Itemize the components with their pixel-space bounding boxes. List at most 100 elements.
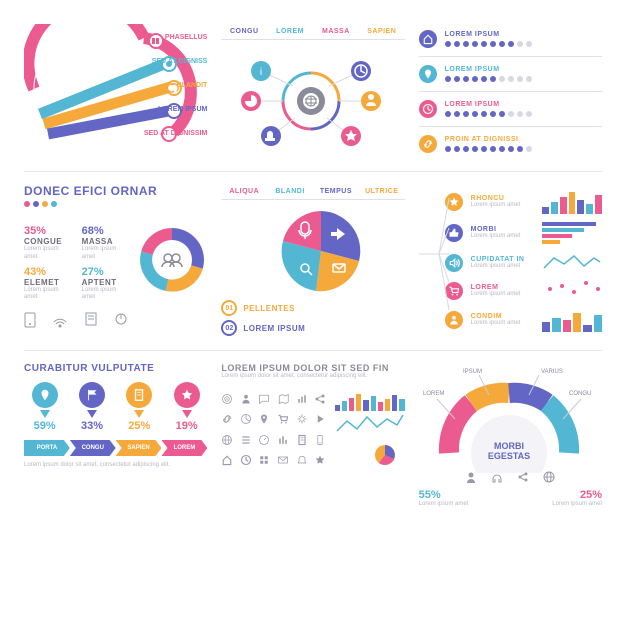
donut-title: DONEC EFICI ORNAR xyxy=(24,184,207,198)
chat-icon xyxy=(258,393,270,405)
list-icon xyxy=(240,434,252,446)
swoosh-label-0: PHASELLUS xyxy=(165,34,207,41)
markers-desc: Lorem ipsum dolor sit amet, consectetur … xyxy=(24,462,207,470)
gpct-1: 25 xyxy=(580,489,592,501)
dotlist-row-2: LOREM IPSUM xyxy=(419,100,602,118)
dotlist-label-2: LOREM IPSUM xyxy=(445,101,602,108)
star-icon xyxy=(174,382,200,408)
globe-icon xyxy=(543,471,555,483)
step-01: 01 xyxy=(221,300,237,316)
dotlist-label-1: LOREM IPSUM xyxy=(445,66,602,73)
clock-icon xyxy=(240,454,252,466)
marker-pct-1: 33% xyxy=(71,420,112,432)
svg-text:i: i xyxy=(260,67,262,78)
marker-pct-0: 59% xyxy=(24,420,65,432)
dotlist-row-3: PROIN AT DIGNISSI xyxy=(419,135,602,153)
divider-1 xyxy=(24,171,602,172)
mini-bars xyxy=(335,387,405,411)
pct-2: 43 xyxy=(24,266,36,278)
hub-tab-0[interactable]: CONGU xyxy=(221,24,267,39)
mini-pie xyxy=(335,443,405,467)
branch-lines xyxy=(419,184,599,324)
plbl-0: CONGUE xyxy=(24,237,72,246)
p5-tab-1[interactable]: BLANDI xyxy=(267,184,313,199)
pin-icon xyxy=(419,65,437,83)
phone-icon xyxy=(314,434,326,446)
arrow-tab-0[interactable]: PORTA xyxy=(24,440,70,456)
plbl-1: MASSA xyxy=(82,237,130,246)
plbl-3: APTENT xyxy=(82,278,130,287)
person-icon xyxy=(240,393,252,405)
pct-0: 35 xyxy=(24,225,36,237)
donut-legend-dots xyxy=(24,201,207,207)
dial-icon xyxy=(258,434,270,446)
pct-1: 68 xyxy=(82,225,94,237)
link-icon xyxy=(221,413,233,425)
divider-2 xyxy=(24,350,602,351)
dotlist-dots-0 xyxy=(445,41,602,47)
plbl-2: ELEMET xyxy=(24,278,72,287)
share-icon xyxy=(314,393,326,405)
gauge-panel: MORBI EGESTAS LOREM IPSUM VARIUS CONGU 5… xyxy=(419,363,602,503)
share-icon xyxy=(517,471,529,483)
dotlist-panel: LOREM IPSUM LOREM IPSUM LOREM IPSUM PROI… xyxy=(419,24,602,159)
headset-icon xyxy=(491,471,503,483)
mini-line xyxy=(335,411,405,441)
marker-pct-3: 19% xyxy=(166,420,207,432)
arrow-tab-2[interactable]: SAPIEN xyxy=(116,440,162,456)
dotlist-label-3: PROIN AT DIGNISSI xyxy=(445,136,602,143)
home-icon xyxy=(221,454,233,466)
pie-chart xyxy=(221,206,401,306)
chart-icon xyxy=(296,393,308,405)
power-icon xyxy=(114,312,128,326)
step-02: 02 xyxy=(221,320,237,336)
swoosh-label-3: LOREM IPSUM xyxy=(158,106,207,113)
gauge-svg: MORBI EGESTAS LOREM IPSUM VARIUS CONGU xyxy=(419,363,599,473)
donut-panel: DONEC EFICI ORNAR 35%CONGUELorem ipsum a… xyxy=(24,184,207,338)
hub-tab-2[interactable]: MASSA xyxy=(313,24,359,39)
p8-title: LOREM IPSUM DOLOR SIT SED FIN xyxy=(221,363,404,373)
phone-icon xyxy=(24,312,36,328)
dotlist-label-0: LOREM IPSUM xyxy=(445,31,602,38)
swoosh-panel: PHASELLUS SED AT DIGNISS BLANDIT LOREM I… xyxy=(24,24,207,154)
svg-text:CONGU: CONGU xyxy=(569,391,591,397)
pin-icon xyxy=(258,413,270,425)
svg-text:IPSUM: IPSUM xyxy=(463,369,482,375)
p5-tab-3[interactable]: ULTRICE xyxy=(359,184,405,199)
p8-sub: Lorem ipsum dolor sit amet, consectetur … xyxy=(221,373,404,381)
swoosh-label-2: BLANDIT xyxy=(177,82,208,89)
icon-grid xyxy=(221,393,326,469)
p5-tab-0[interactable]: ALIQUA xyxy=(221,184,267,199)
dotlist-row-0: LOREM IPSUM xyxy=(419,30,602,48)
marker-pct-2: 25% xyxy=(119,420,160,432)
wifi-icon xyxy=(52,312,68,328)
star-icon xyxy=(314,454,326,466)
play-icon xyxy=(314,413,326,425)
person-icon xyxy=(465,471,477,483)
doc-icon xyxy=(126,382,152,408)
branch-panel: RHONCULorem ipsum amet MORBILorem ipsum … xyxy=(419,184,602,338)
icons-chart-panel: LOREM IPSUM DOLOR SIT SED FIN Lorem ipsu… xyxy=(221,363,404,503)
pie-icon xyxy=(240,413,252,425)
step-02-lbl: LOREM IPSUM xyxy=(243,324,305,333)
dotlist-dots-3 xyxy=(445,146,602,152)
marker-2: 25% xyxy=(119,382,160,432)
bell-icon xyxy=(296,454,308,466)
gear-icon xyxy=(296,413,308,425)
globe-icon xyxy=(221,434,233,446)
step-01-lbl: PELLENTES xyxy=(243,304,295,313)
gpct-0: 55 xyxy=(419,489,431,501)
eq-icon xyxy=(277,434,289,446)
link-icon xyxy=(419,135,437,153)
donut-chart xyxy=(137,225,207,295)
marker-0: 59% xyxy=(24,382,65,432)
marker-1: 33% xyxy=(71,382,112,432)
arrow-tab-3[interactable]: LOREM xyxy=(161,440,207,456)
hub-tab-1[interactable]: LOREM xyxy=(267,24,313,39)
hub-tab-3[interactable]: SAPIEN xyxy=(359,24,405,39)
pct-3: 27 xyxy=(82,266,94,278)
arrow-tab-1[interactable]: CONGU xyxy=(70,440,116,456)
p5-tab-2[interactable]: TEMPUS xyxy=(313,184,359,199)
markers-panel: CURABITUR VULPUTATE 59% 33% 25% 19% PORT… xyxy=(24,363,207,503)
markers-title: CURABITUR VULPUTATE xyxy=(24,363,207,374)
